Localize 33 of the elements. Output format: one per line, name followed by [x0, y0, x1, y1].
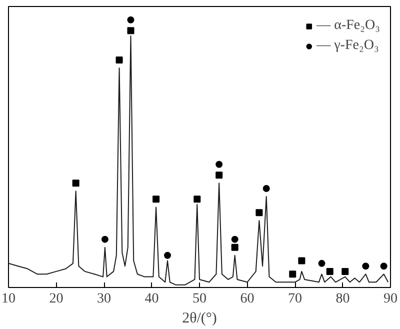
point — [256, 209, 263, 216]
point — [164, 252, 172, 259]
point — [380, 262, 388, 270]
x-tick-label: 50 — [192, 292, 206, 306]
point — [231, 236, 238, 243]
x-tick-label: 90 — [384, 292, 398, 306]
point — [298, 257, 306, 264]
point — [262, 184, 270, 192]
point — [116, 56, 123, 64]
x-tick-label: 80 — [336, 292, 350, 306]
point — [318, 260, 326, 267]
x-tick-label: 60 — [240, 292, 254, 306]
x-axis-title: 2θ/(°) — [182, 310, 217, 326]
point — [216, 160, 223, 168]
x-tick-label: 40 — [144, 292, 159, 306]
legend-label: — γ-Fe₂O₃ — [316, 38, 379, 54]
x-tick-label: 10 — [2, 292, 16, 306]
point — [326, 268, 334, 275]
point — [194, 196, 201, 203]
point — [231, 244, 238, 251]
point — [72, 180, 80, 187]
point — [362, 262, 370, 270]
point — [342, 268, 349, 275]
point — [101, 236, 108, 243]
x-tick-label: 30 — [97, 292, 111, 306]
point — [152, 196, 160, 203]
x-tick-label: 70 — [288, 292, 302, 306]
point — [289, 270, 296, 278]
x-tick-label: 20 — [49, 292, 64, 306]
point — [216, 172, 223, 179]
point — [127, 16, 134, 24]
point — [127, 27, 134, 34]
legend-label: — α-Fe₂O₃ — [316, 18, 380, 34]
